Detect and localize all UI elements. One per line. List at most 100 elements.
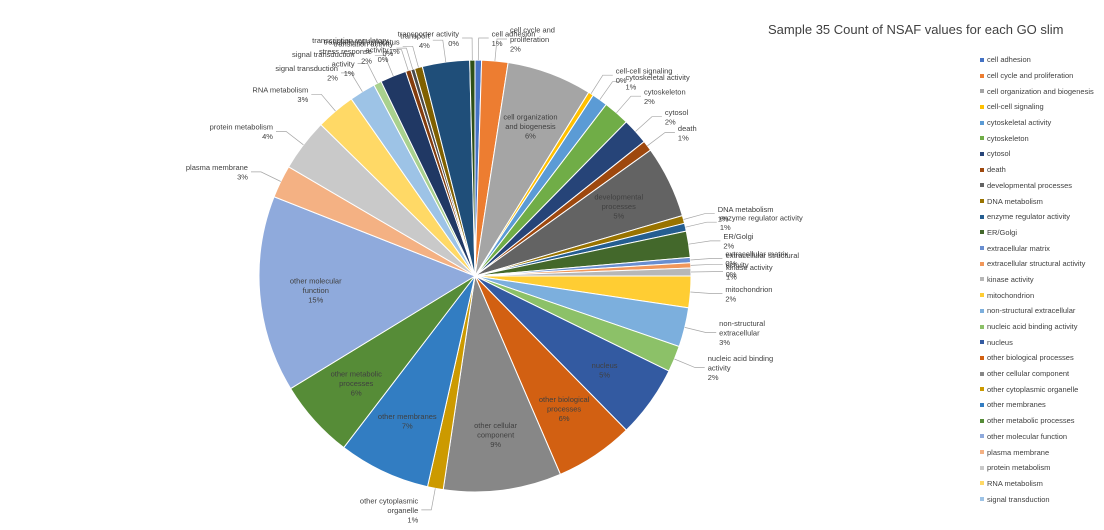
legend-item-cytoskeletal-activity: cytoskeletal activity: [980, 115, 1104, 131]
legend-item-protein-metabolism: protein metabolism: [980, 460, 1104, 476]
legend-swatch: [980, 120, 984, 125]
label-other-biological-processes: other biological processes 6%: [539, 395, 590, 423]
legend-label: nucleic acid binding activity: [987, 322, 1078, 332]
leader-translational-apparatus: [402, 45, 419, 68]
leader-transporter-activity: [462, 37, 473, 61]
legend-item-enzyme-regulator-activity: enzyme regulator activity: [980, 209, 1104, 225]
legend-swatch: [980, 371, 984, 376]
legend-swatch: [980, 246, 984, 251]
legend-swatch: [980, 57, 984, 62]
legend-swatch: [980, 89, 984, 94]
label-cytoskeleton: cytoskeleton 2%: [644, 87, 686, 106]
legend-swatch: [980, 324, 984, 329]
label-rna-metabolism: RNA metabolism 3%: [252, 86, 308, 105]
legend-label: cytosol: [987, 149, 1011, 159]
label-plasma-membrane: plasma membrane 3%: [186, 163, 248, 182]
label-other-cellular-component: other cellular component 9%: [474, 421, 517, 449]
legend-item-cytoskeleton: cytoskeleton: [980, 130, 1104, 146]
legend-label: mitochondrion: [987, 290, 1035, 300]
label-extracellular-structural-activity: extracellular structural activity 0%: [726, 251, 800, 279]
legend-label: death: [987, 165, 1006, 175]
label-stress-response: stress response 2%: [319, 47, 372, 66]
legend-item-cytosol: cytosol: [980, 146, 1104, 162]
leader-dna-metabolism: [683, 213, 715, 220]
legend-swatch: [980, 104, 984, 109]
legend-swatch: [980, 497, 984, 502]
legend-swatch: [980, 434, 984, 439]
legend-label: ER/Golgi: [987, 227, 1018, 237]
legend-swatch: [980, 450, 984, 455]
legend-swatch: [980, 277, 984, 282]
leader-non-structural-extracellular: [684, 327, 717, 333]
legend-item-dna-metabolism: DNA metabolism: [980, 193, 1104, 209]
legend-swatch: [980, 465, 984, 470]
legend-item-cell-organization-and-biogenesis: cell organization and biogenesis: [980, 83, 1104, 99]
legend-label: other molecular function: [987, 431, 1068, 441]
leader-enzyme-regulator-activity: [685, 221, 717, 228]
label-protein-metabolism: protein metabolism 4%: [210, 123, 274, 142]
slice-other-molecular-function: [258, 196, 477, 390]
legend-swatch: [980, 151, 984, 156]
label-cytoskeletal-activity: cytoskeletal activity 1%: [626, 73, 690, 92]
slice-other-cellular-component: [442, 274, 562, 493]
legend-item-cell-cell-signaling: cell-cell signaling: [980, 99, 1104, 115]
label-er-golgi: ER/Golgi 2%: [723, 232, 753, 251]
leader-cytoskeleton: [616, 95, 641, 114]
leader-signal-transduction: [341, 72, 363, 92]
legend-item-death: death: [980, 162, 1104, 178]
leader-other-cytoplasmic-organelle: [421, 488, 436, 511]
label-extracellular-matrix: extracellular matrix 0%: [725, 250, 788, 269]
legend-label: other membranes: [987, 400, 1046, 410]
label-signal-transduction: signal transduction 2%: [275, 64, 338, 83]
legend-item-nucleus: nucleus: [980, 334, 1104, 350]
legend-swatch: [980, 214, 984, 219]
legend-label: cell cycle and proliferation: [987, 71, 1074, 81]
legend-label: other biological processes: [987, 353, 1074, 363]
legend-label: cell organization and biogenesis: [987, 86, 1094, 96]
legend-item-other-biological-processes: other biological processes: [980, 350, 1104, 366]
label-cell-organization-and-biogenesis: cell organization and biogenesis 6%: [503, 113, 557, 141]
legend-label: DNA metabolism: [987, 196, 1043, 206]
legend-item-extracellular-matrix: extracellular matrix: [980, 240, 1104, 256]
label-other-membranes: other membranes 7%: [378, 412, 437, 431]
legend-swatch: [980, 308, 984, 313]
label-nucleus: nucleus 5%: [592, 361, 618, 380]
label-other-metabolic-processes: other metabolic processes 6%: [331, 369, 383, 397]
label-transporter-activity: transporter activity 0%: [398, 29, 460, 48]
legend-item-other-cytoplasmic-organelle: other cytoplasmic organelle: [980, 381, 1104, 397]
legend-item-rna-metabolism: RNA metabolism: [980, 476, 1104, 492]
legend-label: plasma membrane: [987, 447, 1050, 457]
legend-item-cell-cycle-and-proliferation: cell cycle and proliferation: [980, 68, 1104, 84]
leader-nucleic-acid-binding-activity: [674, 358, 705, 368]
legend: cell adhesion cell cycle and proliferatio…: [980, 52, 1104, 507]
leader-plasma-membrane: [251, 171, 281, 182]
label-other-molecular-function: other molecular function 15%: [290, 276, 342, 304]
legend-label: nucleus: [987, 337, 1013, 347]
leader-cell-cell-signaling: [590, 74, 613, 94]
label-enzyme-regulator-activity: enzyme regulator activity 1%: [720, 213, 803, 232]
label-cytosol: cytosol 2%: [665, 108, 689, 127]
leader-protein-metabolism: [276, 131, 304, 146]
legend-label: kinase activity: [987, 274, 1034, 284]
legend-label: non-structural extracellular: [987, 306, 1076, 316]
legend-label: other cytoplasmic organelle: [987, 384, 1079, 394]
legend-swatch: [980, 73, 984, 78]
legend-swatch: [980, 136, 984, 141]
legend-swatch: [980, 230, 984, 235]
legend-swatch: [980, 387, 984, 392]
leader-rna-metabolism: [311, 93, 336, 112]
legend-label: other cellular component: [987, 369, 1070, 379]
legend-item-non-structural-extracellular: non-structural extracellular: [980, 303, 1104, 319]
legend-label: cell adhesion: [987, 55, 1031, 65]
label-death: death 1%: [678, 124, 697, 143]
leader-death: [647, 132, 675, 147]
legend-item-kinase-activity: kinase activity: [980, 272, 1104, 288]
leader-cell-cycle-and-proliferation: [494, 38, 507, 61]
label-translational-apparatus: translational apparatus 1%: [324, 38, 400, 57]
legend-item-mitochondrion: mitochondrion: [980, 287, 1104, 303]
label-developmental-processes: developmental processes 5%: [594, 193, 643, 221]
leader-er-golgi: [688, 240, 721, 245]
label-transport: transport 4%: [400, 31, 431, 50]
legend-item-er-golgi: ER/Golgi: [980, 225, 1104, 241]
